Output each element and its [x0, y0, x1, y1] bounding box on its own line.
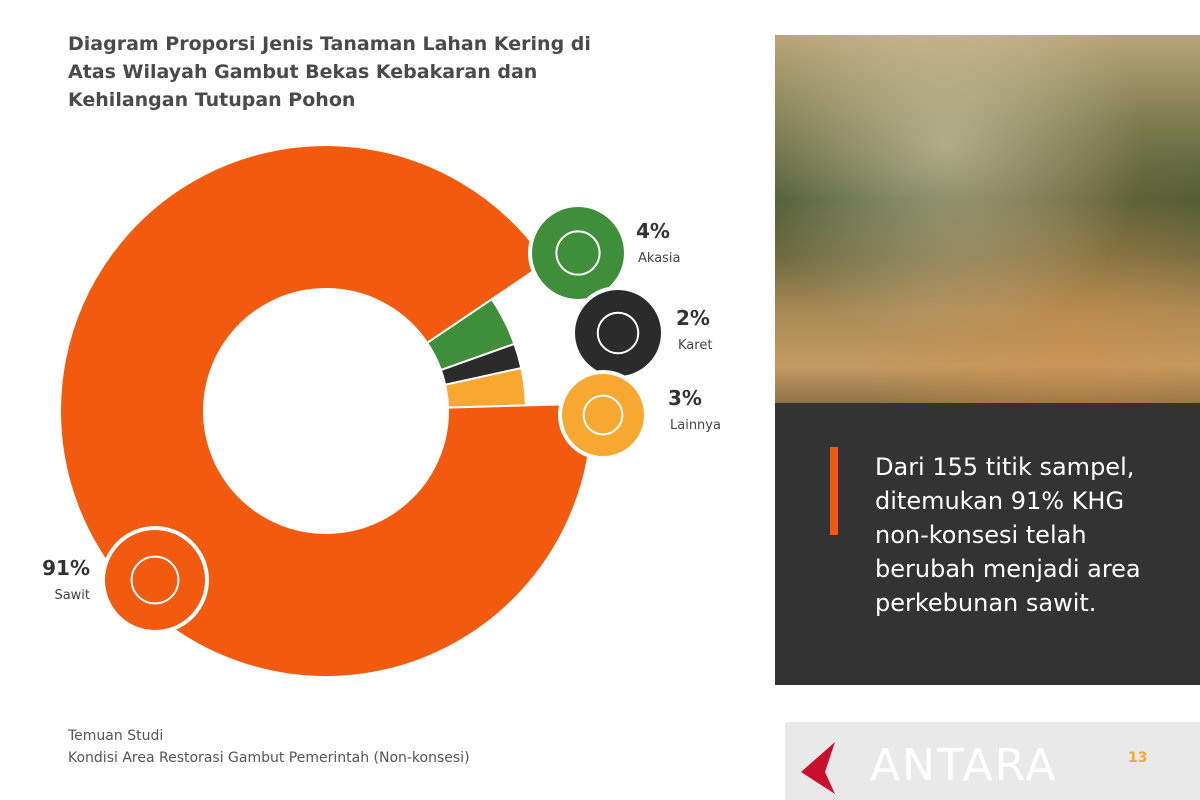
- icon-glyph: [596, 311, 640, 355]
- slice-icon: [571, 286, 665, 380]
- watermark-bar: [785, 722, 1200, 800]
- value-label: 3%: [668, 386, 702, 410]
- slice-icon: [101, 526, 209, 634]
- chart-title: Diagram Proporsi Jenis Tanaman Lahan Ker…: [68, 33, 591, 111]
- page-number: 13: [1128, 750, 1148, 766]
- logo-shape: [801, 742, 835, 794]
- chart: 4% Akasia 2% Karet 3% Lainnya 91% Sawit: [42, 144, 721, 678]
- value-label: 2%: [676, 306, 710, 330]
- watermark-logo: [801, 742, 835, 794]
- category-label: Akasia: [638, 251, 681, 266]
- category-label: Karet: [678, 338, 712, 353]
- value-label: 91%: [42, 556, 90, 580]
- category-label: Sawit: [54, 588, 90, 603]
- value-label: 4%: [636, 219, 670, 243]
- category-label: Lainnya: [670, 418, 721, 433]
- watermark: ANTARA: [870, 740, 1058, 791]
- callout-text: Dari 155 titik sampel, ditemukan 91% KHG…: [875, 453, 1141, 617]
- slice-icon: [528, 203, 628, 303]
- footer-title: Temuan Studi: [68, 728, 164, 744]
- footer-subtitle: Kondisi Area Restorasi Gambut Pemerintah…: [68, 750, 470, 766]
- photo-overlay: [775, 35, 1200, 403]
- callout-box: [775, 403, 1200, 685]
- icon-glyph: [555, 230, 601, 276]
- icon-glyph: [130, 555, 180, 605]
- icon-glyph: [582, 394, 624, 436]
- callout-accent: [830, 447, 838, 535]
- slice-icon: [558, 370, 648, 460]
